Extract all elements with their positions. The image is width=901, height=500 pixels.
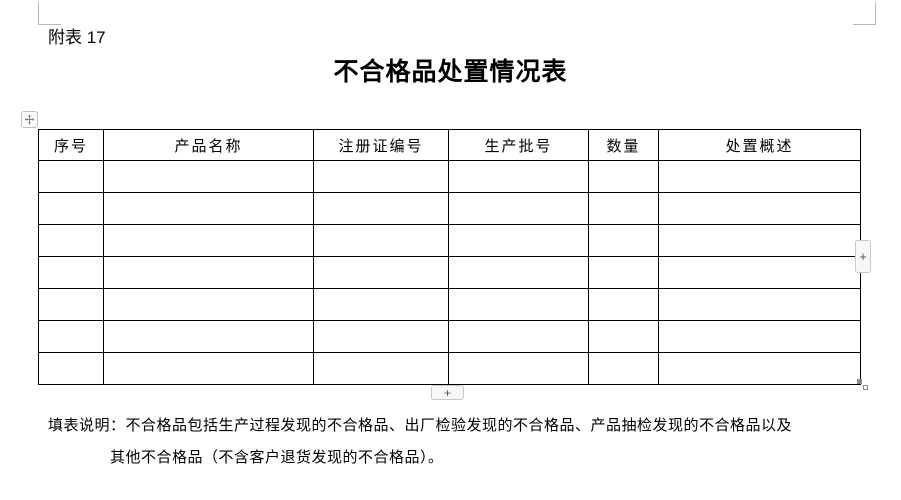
column-header-disposition: 处置概述 — [658, 129, 861, 161]
page-title: 不合格品处置情况表 — [333, 57, 568, 86]
cell-index[interactable] — [38, 160, 104, 193]
cell-index[interactable] — [38, 192, 104, 225]
cell-index[interactable] — [38, 288, 104, 321]
cell-disposition[interactable] — [658, 160, 861, 193]
cell-disposition[interactable] — [658, 224, 861, 257]
table-row — [38, 192, 861, 225]
cell-product[interactable] — [103, 160, 314, 193]
cell-batch-no[interactable] — [448, 224, 589, 257]
cell-product[interactable] — [103, 224, 314, 257]
cell-disposition[interactable] — [658, 288, 861, 321]
cell-reg-no[interactable] — [313, 352, 449, 385]
cell-quantity[interactable] — [588, 320, 659, 353]
cell-reg-no[interactable] — [313, 224, 449, 257]
column-header-index: 序号 — [38, 129, 104, 161]
cell-quantity[interactable] — [588, 192, 659, 225]
cell-index[interactable] — [38, 352, 104, 385]
nonconforming-product-table[interactable]: 序号 产品名称 注册证编号 生产批号 数量 处置概述 — [38, 129, 861, 385]
form-note-line-2: 其他不合格品（不含客户退货发现的不合格品）。 — [110, 448, 444, 466]
table-resize-handle[interactable] — [856, 378, 870, 392]
table-row — [38, 256, 861, 289]
cell-batch-no[interactable] — [448, 320, 589, 353]
cell-quantity[interactable] — [588, 160, 659, 193]
table-move-handle[interactable] — [21, 111, 38, 128]
table-row — [38, 352, 861, 385]
cell-quantity[interactable] — [588, 256, 659, 289]
column-header-quantity: 数量 — [588, 129, 659, 161]
page-margin-mark-top-left — [38, 2, 61, 25]
table-row — [38, 224, 861, 257]
cell-quantity[interactable] — [588, 352, 659, 385]
cell-reg-no[interactable] — [313, 288, 449, 321]
table-row — [38, 160, 861, 193]
table: 序号 产品名称 注册证编号 生产批号 数量 处置概述 — [38, 129, 861, 385]
add-column-button[interactable]: + — [855, 240, 871, 273]
cell-disposition[interactable] — [658, 320, 861, 353]
cell-reg-no[interactable] — [313, 160, 449, 193]
cell-index[interactable] — [38, 224, 104, 257]
cell-disposition[interactable] — [658, 192, 861, 225]
add-row-button[interactable]: + — [431, 385, 464, 400]
cell-batch-no[interactable] — [448, 256, 589, 289]
attachment-label: 附表 17 — [48, 28, 106, 47]
column-header-product: 产品名称 — [103, 129, 314, 161]
cell-product[interactable] — [103, 320, 314, 353]
cell-product[interactable] — [103, 256, 314, 289]
column-header-reg-no: 注册证编号 — [313, 129, 449, 161]
cell-product[interactable] — [103, 288, 314, 321]
cell-product[interactable] — [103, 352, 314, 385]
cell-disposition[interactable] — [658, 256, 861, 289]
table-header-row: 序号 产品名称 注册证编号 生产批号 数量 处置概述 — [38, 129, 861, 161]
table-row — [38, 288, 861, 321]
cell-batch-no[interactable] — [448, 288, 589, 321]
cell-quantity[interactable] — [588, 288, 659, 321]
resize-corner-icon — [857, 379, 868, 390]
page-margin-mark-top-right — [853, 2, 876, 25]
move-cross-icon — [24, 114, 35, 125]
cell-quantity[interactable] — [588, 224, 659, 257]
cell-reg-no[interactable] — [313, 256, 449, 289]
form-note: 填表说明：不合格品包括生产过程发现的不合格品、出厂检验发现的不合格品、产品抽检发… — [48, 409, 858, 473]
cell-disposition[interactable] — [658, 352, 861, 385]
cell-index[interactable] — [38, 320, 104, 353]
cell-batch-no[interactable] — [448, 160, 589, 193]
cell-batch-no[interactable] — [448, 192, 589, 225]
cell-batch-no[interactable] — [448, 352, 589, 385]
cell-reg-no[interactable] — [313, 192, 449, 225]
column-header-batch-no: 生产批号 — [448, 129, 589, 161]
cell-index[interactable] — [38, 256, 104, 289]
cell-reg-no[interactable] — [313, 320, 449, 353]
cell-product[interactable] — [103, 192, 314, 225]
form-note-line-1: 填表说明：不合格品包括生产过程发现的不合格品、出厂检验发现的不合格品、产品抽检发… — [48, 416, 793, 434]
table-row — [38, 320, 861, 353]
